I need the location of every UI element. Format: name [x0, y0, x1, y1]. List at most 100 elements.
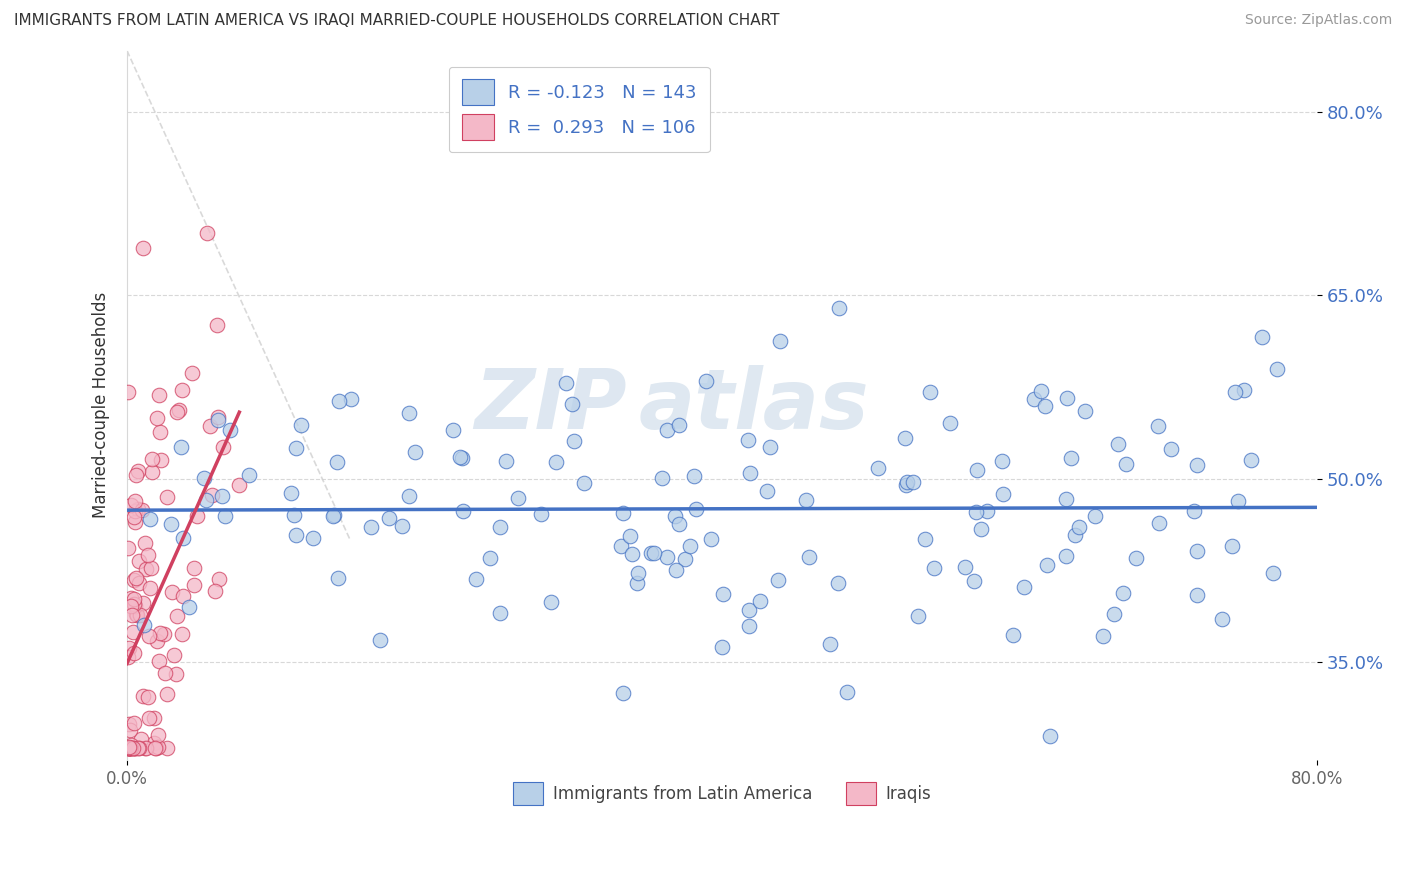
Point — [827, 576, 849, 591]
Point — [134, 740, 156, 755]
Point — [1125, 550, 1147, 565]
Point — [117, 740, 139, 755]
Point — [683, 468, 706, 483]
Point — [284, 441, 307, 455]
Point — [1056, 391, 1078, 405]
Point — [896, 475, 918, 490]
Point — [117, 740, 139, 755]
Point — [451, 451, 474, 466]
Point — [1084, 508, 1107, 523]
Point — [540, 595, 562, 609]
Point — [146, 633, 169, 648]
Text: Source: ZipAtlas.com: Source: ZipAtlas.com — [1244, 13, 1392, 28]
Point — [156, 687, 179, 701]
Point — [612, 686, 634, 700]
Point — [657, 424, 679, 438]
Point — [1223, 384, 1246, 399]
Point — [903, 475, 925, 490]
Point — [211, 489, 233, 503]
Point — [1033, 399, 1056, 413]
Point — [139, 511, 162, 525]
Point — [117, 541, 139, 556]
Point — [673, 551, 696, 566]
Point — [1115, 457, 1137, 471]
Point — [186, 508, 208, 523]
Point — [146, 739, 169, 754]
Point — [479, 550, 502, 565]
Point — [290, 417, 312, 432]
Point — [141, 452, 163, 467]
Point — [149, 625, 172, 640]
Point — [561, 397, 583, 411]
Point — [797, 550, 820, 565]
Point — [1227, 494, 1250, 508]
Point — [127, 740, 149, 755]
Point — [965, 505, 987, 519]
Point — [117, 650, 139, 665]
Point — [740, 466, 762, 480]
Point — [148, 655, 170, 669]
Point — [451, 504, 474, 518]
Point — [489, 520, 512, 534]
Point — [655, 549, 678, 564]
Point — [1147, 516, 1170, 530]
Point — [120, 738, 142, 752]
Point — [1060, 451, 1083, 466]
Point — [991, 486, 1014, 500]
Point — [695, 374, 717, 388]
Point — [118, 641, 141, 656]
Point — [285, 528, 308, 542]
Point — [360, 520, 382, 534]
Point — [737, 433, 759, 447]
Point — [122, 740, 145, 755]
Point — [124, 740, 146, 755]
Point — [610, 539, 633, 553]
Point — [391, 519, 413, 533]
Point — [737, 619, 759, 633]
Point — [167, 402, 190, 417]
Point — [122, 509, 145, 524]
Point — [1036, 558, 1059, 572]
Point — [710, 640, 733, 654]
Point — [679, 539, 702, 553]
Point — [118, 723, 141, 737]
Point — [668, 418, 690, 433]
Point — [128, 576, 150, 591]
Point — [125, 468, 148, 483]
Point — [643, 546, 665, 560]
Point — [818, 637, 841, 651]
Point — [132, 690, 155, 704]
Point — [207, 413, 229, 427]
Point — [214, 508, 236, 523]
Point — [627, 566, 650, 580]
Point — [143, 740, 166, 755]
Point — [124, 740, 146, 755]
Point — [1233, 384, 1256, 398]
Point — [183, 578, 205, 592]
Point — [125, 607, 148, 621]
Legend: Immigrants from Latin America, Iraqis: Immigrants from Latin America, Iraqis — [506, 775, 938, 812]
Point — [966, 463, 988, 477]
Point — [1185, 458, 1208, 472]
Point — [201, 488, 224, 502]
Point — [368, 632, 391, 647]
Point — [183, 561, 205, 575]
Point — [529, 507, 551, 521]
Point — [1182, 504, 1205, 518]
Point — [283, 508, 305, 523]
Point — [1147, 419, 1170, 434]
Point — [700, 532, 723, 546]
Point — [124, 494, 146, 508]
Point — [136, 548, 159, 562]
Point — [640, 546, 662, 560]
Point — [165, 666, 187, 681]
Point — [172, 590, 194, 604]
Point — [181, 366, 204, 380]
Point — [1102, 607, 1125, 621]
Point — [768, 573, 790, 587]
Point — [668, 516, 690, 531]
Point — [301, 531, 323, 545]
Point — [207, 409, 229, 424]
Point — [1220, 539, 1243, 553]
Point — [1263, 566, 1285, 580]
